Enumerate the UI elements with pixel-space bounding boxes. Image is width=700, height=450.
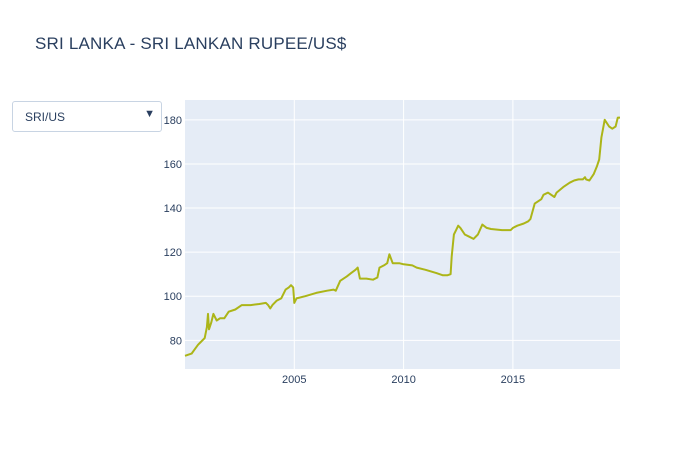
y-tick-label: 180: [164, 115, 182, 127]
y-tick-label: 160: [164, 159, 182, 171]
x-tick-label: 2010: [391, 374, 415, 386]
series-line: [184, 116, 620, 357]
triangle-down-icon: ▼: [144, 108, 155, 120]
chart-title: SRI LANKA - SRI LANKAN RUPEE/US$: [35, 34, 347, 53]
y-tick-label: 100: [164, 291, 182, 303]
y-tick-label: 120: [164, 247, 182, 259]
x-tick-label: 2005: [282, 374, 306, 386]
series-dropdown[interactable]: SRI/US ▼: [12, 101, 162, 132]
dropdown-selected-label: SRI/US: [25, 110, 66, 124]
y-tick-label: 140: [164, 203, 182, 215]
y-axis-tick-labels: 80 100 120 140 160 180: [164, 115, 182, 347]
series-group: [184, 116, 620, 357]
x-axis-tick-labels: 2005 2010 2015: [282, 374, 525, 386]
plot-area: [185, 100, 620, 369]
x-tick-label: 2015: [501, 374, 525, 386]
gridlines: [185, 100, 620, 369]
y-tick-label: 80: [170, 335, 182, 347]
